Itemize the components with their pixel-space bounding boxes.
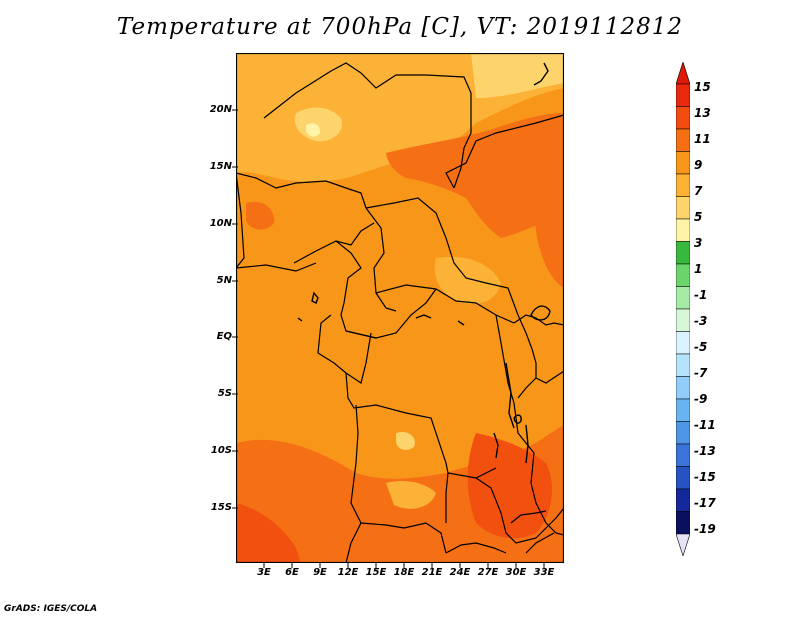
lon-label-21e: 21E — [421, 567, 443, 578]
lon-label-27e: 27E — [477, 567, 499, 578]
north-pale-patch — [294, 107, 342, 142]
colorbar-segment — [676, 443, 690, 467]
lon-label-18e: 18E — [393, 567, 415, 578]
colorbar-label-neg5: -5 — [694, 340, 708, 354]
latitude-ticks — [232, 109, 238, 509]
lon-label-9e: 9E — [313, 567, 327, 578]
lat-label-10s: 10S — [210, 445, 232, 456]
colorbar-segment — [676, 83, 690, 107]
southeast-hot-region — [467, 433, 552, 539]
colorbar-label-neg1: -1 — [694, 288, 708, 302]
lat-label-20n: 20N — [209, 104, 232, 115]
colorbar-segment — [676, 466, 690, 490]
colorbar-segment — [676, 376, 690, 400]
west-warm-patch — [246, 201, 275, 230]
map-frame — [236, 53, 564, 563]
colorbar-top-triangle — [676, 62, 690, 85]
colorbar-label-neg17: -17 — [694, 496, 716, 510]
colorbar-segment — [676, 128, 690, 152]
colorbar-segment — [676, 286, 690, 310]
central-light-patch — [434, 256, 501, 304]
colorbar-label-neg7: -7 — [694, 366, 708, 380]
colorbar-label-5: 5 — [694, 210, 703, 224]
chart-title: Temperature at 700hPa [C], VT: 201911281… — [116, 14, 684, 40]
northeast-warm-region — [386, 113, 564, 238]
colorbar-segment — [676, 511, 690, 535]
colorbar-segment — [676, 308, 690, 332]
colorbar-label-neg3: -3 — [694, 314, 708, 328]
colorbar-segment — [676, 241, 690, 265]
lakes-and-coasts — [297, 62, 551, 464]
lat-label-5s: 5S — [217, 388, 232, 399]
colorbar-segment — [676, 488, 690, 512]
colorbar-label-neg11: -11 — [694, 418, 716, 432]
colorbar-bottom-triangle — [676, 533, 690, 556]
colorbar-segment — [676, 353, 690, 377]
colorbar-label-9: 9 — [694, 158, 703, 172]
colorbar-label-neg15: -15 — [694, 470, 716, 484]
colorbar-segment — [676, 173, 690, 197]
colorbar-label-neg9: -9 — [694, 392, 708, 406]
lat-label-10n: 10N — [209, 218, 232, 229]
lat-label-15n: 15N — [209, 161, 232, 172]
temperature-map — [236, 53, 564, 563]
lon-label-15e: 15E — [365, 567, 387, 578]
lon-label-24e: 24E — [449, 567, 471, 578]
country-borders — [236, 62, 564, 563]
colorbar-segment — [676, 151, 690, 175]
lon-label-6e: 6E — [285, 567, 299, 578]
colorbar-segment — [676, 421, 690, 445]
lon-label-3e: 3E — [257, 567, 271, 578]
colorbar-label-13: 13 — [694, 106, 711, 120]
lat-label-5n: 5N — [216, 275, 232, 286]
longitude-ticks — [263, 562, 545, 568]
lat-label-15s: 15S — [210, 502, 232, 513]
south-central-light — [386, 481, 436, 509]
south-pale-spot — [396, 431, 415, 450]
colorbar — [676, 62, 690, 556]
lon-label-12e: 12E — [337, 567, 359, 578]
north-pale-patch-2 — [471, 53, 564, 98]
colorbar-label-1: 1 — [694, 262, 703, 276]
colorbar-segment — [676, 398, 690, 422]
colorbar-segment — [676, 218, 690, 242]
colorbar-label-7: 7 — [694, 184, 703, 198]
colorbar-segment — [676, 331, 690, 355]
colorbar-label-15: 15 — [694, 80, 711, 94]
colorbar-label-neg19: -19 — [694, 522, 716, 536]
colorbar-segment — [676, 263, 690, 287]
north-pale-patch-3 — [306, 123, 321, 137]
colorbar-label-11: 11 — [694, 132, 711, 146]
east-warm-region — [535, 193, 564, 288]
lon-label-33e: 33E — [533, 567, 555, 578]
southwest-hot-region — [236, 503, 301, 563]
lat-label-eq: EQ — [216, 331, 232, 342]
colorbar-segment — [676, 106, 690, 130]
lon-label-30e: 30E — [505, 567, 527, 578]
colorbar-label-neg13: -13 — [694, 444, 716, 458]
grads-credit: GrADS: IGES/COLA — [4, 604, 98, 614]
colorbar-segment — [676, 196, 690, 220]
colorbar-label-3: 3 — [694, 236, 703, 250]
